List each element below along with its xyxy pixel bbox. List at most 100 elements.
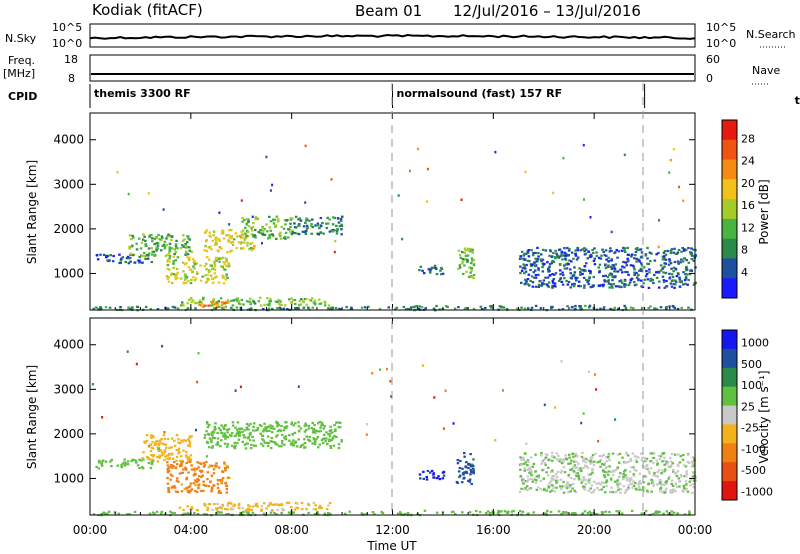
data-cell: [158, 238, 162, 241]
data-cell: [301, 443, 305, 446]
data-cell: [639, 482, 642, 485]
data-cell: [526, 251, 530, 254]
freq-tick-top: 18: [64, 53, 78, 66]
data-cell: [658, 511, 661, 514]
data-cell: [463, 247, 467, 250]
data-cell: [205, 281, 208, 284]
data-cell: [572, 470, 576, 473]
data-cell: [227, 264, 231, 267]
data-cell: [630, 255, 633, 258]
data-cell: [206, 273, 210, 276]
data-cell: [572, 465, 575, 468]
data-cell: [246, 244, 249, 247]
data-cell: [671, 462, 674, 465]
data-cell: [119, 306, 122, 309]
data-cell: [528, 466, 532, 469]
data-cell: [539, 307, 543, 310]
data-cell: [272, 427, 275, 430]
data-cell: [572, 455, 575, 458]
data-cell: [560, 253, 563, 256]
data-cell: [681, 247, 684, 250]
y-tick-label: 4000: [53, 338, 84, 352]
data-cell: [623, 153, 626, 157]
data-cell: [566, 481, 569, 484]
data-cell: [555, 452, 559, 455]
data-cell: [271, 509, 274, 512]
data-cell: [317, 233, 321, 236]
data-cell: [206, 471, 210, 474]
data-cell: [430, 469, 434, 472]
data-cell: [682, 484, 686, 488]
data-cell: [426, 200, 428, 203]
data-cell: [209, 245, 212, 248]
data-cell: [539, 258, 543, 261]
data-cell: [469, 453, 472, 456]
data-cell: [236, 300, 239, 303]
data-cell: [637, 456, 640, 459]
data-cell: [630, 466, 633, 469]
data-cell: [152, 511, 155, 514]
data-cell: [420, 306, 424, 309]
data-cell: [689, 484, 692, 487]
data-cell: [562, 466, 566, 469]
data-cell: [519, 468, 522, 471]
data-cell: [604, 267, 608, 270]
data-cell: [321, 442, 325, 445]
data-cell: [619, 483, 622, 486]
data-cell: [188, 485, 192, 488]
data-cell: [340, 223, 343, 226]
data-cell: [619, 472, 622, 475]
data-cell: [190, 297, 193, 300]
nsky-panel-frame: [89, 23, 696, 48]
data-cell: [461, 250, 464, 254]
data-cell: [124, 463, 128, 466]
data-cell: [276, 425, 279, 428]
data-cell: [231, 444, 234, 447]
data-cell: [617, 461, 621, 464]
data-cell: [247, 221, 250, 224]
data-cell: [545, 489, 548, 492]
data-cell: [537, 252, 540, 255]
data-cell: [598, 460, 602, 463]
data-cell: [540, 451, 543, 455]
data-cell: [310, 222, 313, 226]
data-cell: [273, 218, 277, 221]
data-cell: [242, 303, 245, 306]
data-cell: [251, 511, 255, 514]
data-cell: [644, 475, 648, 478]
data-cell: [152, 250, 156, 253]
data-cell: [635, 260, 638, 263]
data-cell: [680, 250, 683, 253]
data-cell: [610, 486, 613, 489]
data-cell: [622, 246, 625, 249]
data-cell: [463, 455, 466, 458]
data-cell: [527, 468, 530, 471]
data-cell: [666, 249, 670, 253]
data-cell: [569, 268, 572, 271]
data-cell: [339, 219, 343, 222]
data-cell: [561, 308, 565, 311]
data-cell: [133, 510, 137, 513]
data-cell: [539, 479, 542, 482]
data-cell: [165, 275, 169, 278]
data-cell: [465, 307, 468, 310]
data-cell: [663, 490, 666, 493]
data-cell: [617, 488, 620, 491]
data-cell: [521, 267, 525, 270]
data-cell: [548, 265, 551, 268]
data-cell: [534, 285, 538, 288]
data-cell: [196, 477, 199, 481]
data-cell: [228, 223, 231, 226]
data-cell: [266, 230, 269, 233]
data-cell: [594, 452, 597, 455]
data-cell: [223, 268, 227, 271]
data-cell: [218, 246, 222, 249]
data-cell: [522, 263, 525, 266]
data-cell: [241, 236, 245, 239]
data-cell: [630, 509, 634, 512]
data-cell: [293, 222, 296, 225]
data-cell: [527, 273, 531, 276]
data-cell: [649, 279, 652, 282]
colorbar-swatch: [722, 348, 737, 369]
data-cell: [573, 266, 576, 269]
